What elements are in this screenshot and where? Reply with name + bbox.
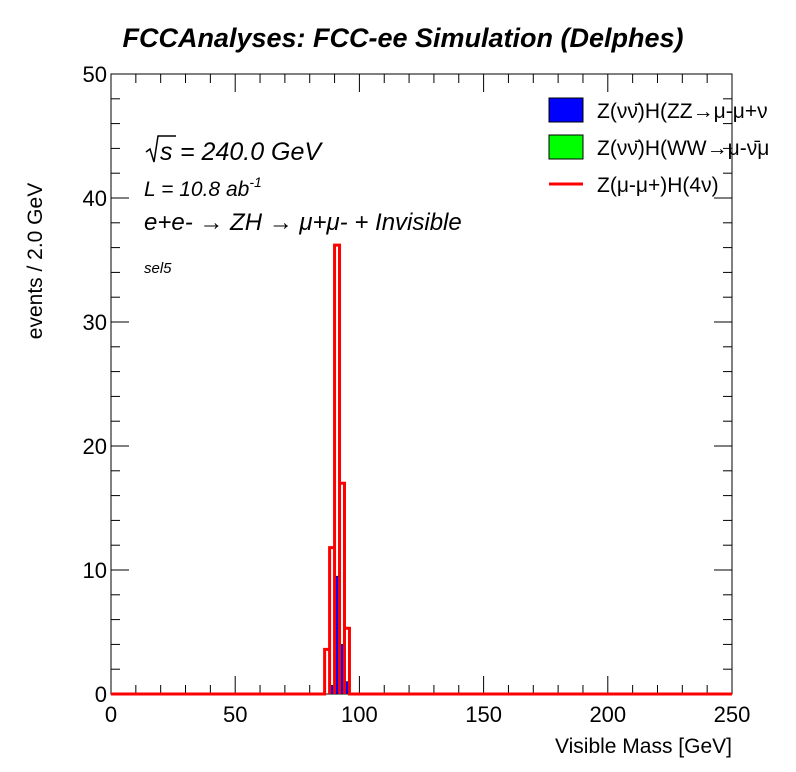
sqrt-s-value: = 240.0 GeV (180, 138, 323, 166)
luminosity-annotation: L = 10.8 ab-1 (144, 174, 262, 201)
process-annotation: e+e- → ZH → μ+μ- + Invisible (144, 209, 462, 236)
y-tick-label: 0 (95, 682, 107, 707)
legend-entry: Z(νν̄)H(ZZ→μ-μ+ν (597, 100, 768, 123)
x-axis-ticks: 0 50 100 150 200 250 (105, 74, 750, 727)
sqrt-s-annotation: s = 240.0 GeV (145, 135, 323, 166)
histogram-marks (111, 243, 732, 696)
y-tick-label: 10 (83, 558, 107, 583)
plot-frame (110, 73, 733, 695)
legend-swatch (548, 97, 584, 123)
y-tick-label: 30 (83, 310, 107, 335)
legend: Z(νν̄)H(ZZ→μ-μ+ν Z(νν̄)H(WW→μ-ν̄μ Z(μ-μ+)H… (548, 97, 769, 197)
legend-entry: Z(νν̄)H(WW→μ-ν̄μ (597, 137, 769, 160)
sqrt-s-letter: s (160, 138, 173, 166)
legend-swatch (548, 134, 584, 160)
x-tick-label: 250 (714, 702, 751, 727)
sqrt-symbol (145, 135, 176, 163)
x-tick-label: 0 (105, 702, 117, 727)
luminosity-exponent: -1 (249, 174, 261, 190)
selection-annotation: sel5 (144, 260, 172, 277)
x-tick-label: 50 (223, 702, 247, 727)
y-axis-label: events / 2.0 GeV (24, 183, 47, 339)
x-tick-label: 200 (589, 702, 626, 727)
chart-title: FCCAnalyses: FCC-ee Simulation (Delphes) (122, 23, 683, 53)
histogram-line (111, 243, 732, 696)
luminosity-text: L = 10.8 ab (144, 178, 250, 201)
y-tick-label: 50 (83, 62, 107, 87)
x-tick-label: 150 (465, 702, 502, 727)
x-axis-label: Visible Mass [GeV] (555, 735, 732, 758)
y-tick-label: 20 (83, 434, 107, 459)
y-tick-label: 40 (83, 186, 107, 211)
x-tick-label: 100 (341, 702, 378, 727)
y-axis-ticks: 0 10 20 30 40 50 (83, 62, 732, 707)
legend-entry: Z(μ-μ+)H(4ν) (597, 174, 719, 197)
